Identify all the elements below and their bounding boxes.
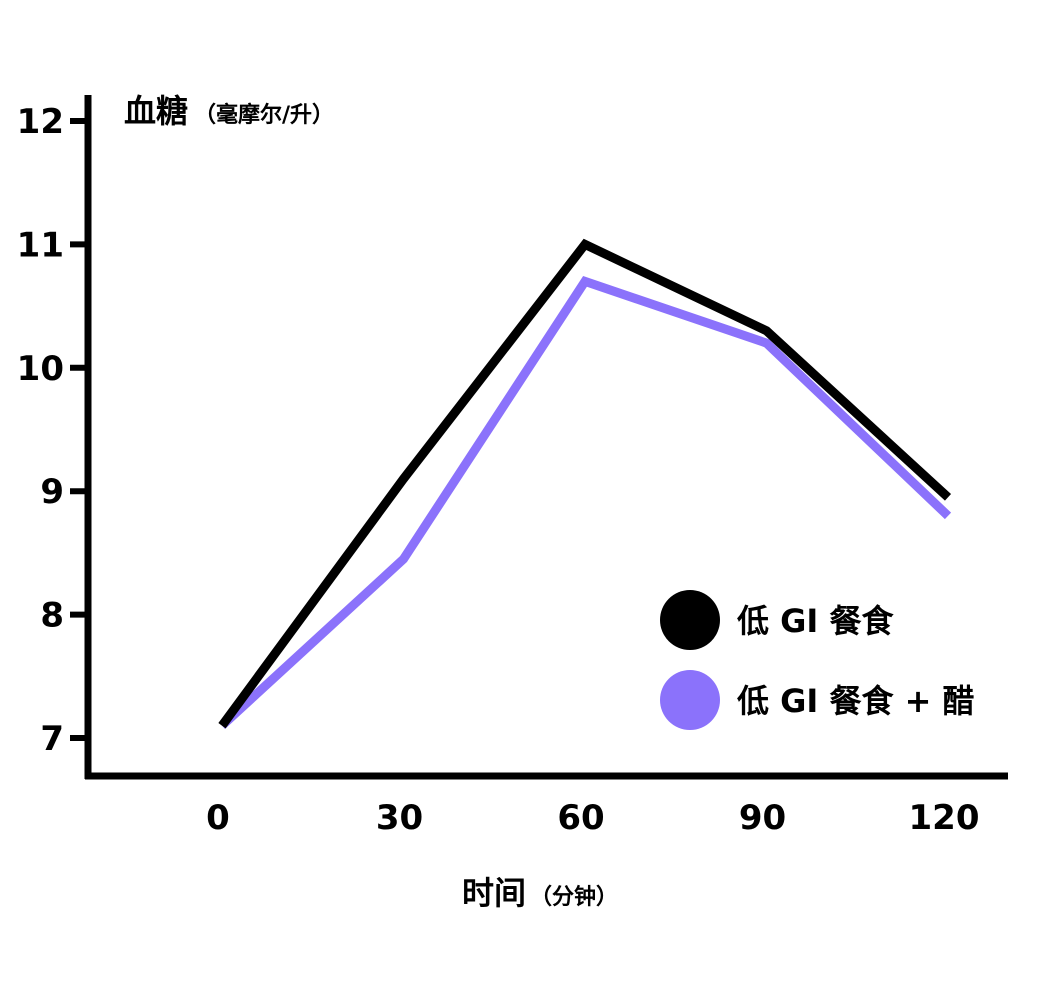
y-tick-label: 10 — [17, 349, 64, 389]
legend-swatch-low-gi-vinegar — [660, 670, 720, 730]
y-tick-label: 8 — [40, 596, 64, 636]
legend: 低 GI 餐食 低 GI 餐食 + 醋 — [660, 590, 975, 730]
legend-label-low-gi: 低 GI 餐食 — [737, 602, 894, 640]
x-tick-label: 90 — [739, 798, 786, 838]
series-line-low-gi — [218, 238, 952, 729]
x-tick-label: 30 — [376, 798, 423, 838]
y-axis-title-unit: （毫摩尔/升） — [194, 102, 334, 128]
y-axis-title: 血糖 （毫摩尔/升） — [124, 92, 334, 130]
x-tick-label: 60 — [557, 798, 604, 838]
x-axis-ticks: 0 30 60 90 120 — [206, 798, 979, 838]
x-tick-label: 120 — [909, 798, 980, 838]
y-axis-title-main: 血糖 — [124, 92, 188, 130]
x-axis-title: 时间 （分钟） — [462, 874, 618, 912]
y-tick-label: 7 — [40, 719, 64, 759]
y-tick-label: 12 — [17, 102, 64, 142]
series-layer — [218, 238, 952, 729]
y-tick-label: 9 — [40, 472, 64, 512]
x-tick-label: 0 — [206, 798, 230, 838]
y-axis-ticks: 7 8 9 10 11 12 — [17, 102, 88, 759]
x-axis-title-unit: （分钟） — [530, 884, 618, 910]
legend-swatch-low-gi — [660, 590, 720, 650]
x-axis-title-main: 时间 — [462, 874, 526, 912]
series-line-low-gi-vinegar — [218, 276, 952, 729]
y-tick-label: 11 — [17, 225, 64, 265]
legend-label-low-gi-vinegar: 低 GI 餐食 + 醋 — [737, 682, 975, 720]
